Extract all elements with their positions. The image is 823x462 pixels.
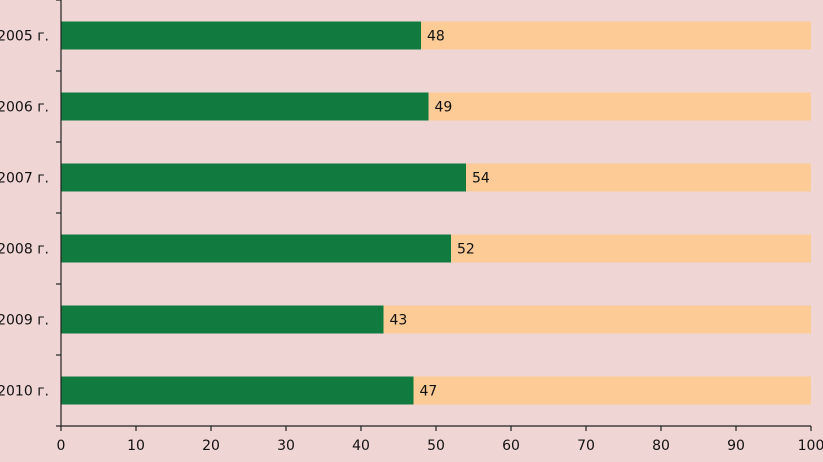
x-tick-label-2: 20 [202,438,220,454]
bar-series-2-6 [413,376,811,405]
x-tick-label-3: 30 [277,438,295,454]
x-tick-label-4: 40 [352,438,370,454]
bar-series-2-3 [466,163,811,192]
bar-series-2-1 [421,21,811,50]
bar-series-1-2 [61,92,429,121]
bars-layer [61,21,811,405]
labels-layer: 48 2005 г. 49 2006 г. 54 2007 г. 52 2008 г. 43 20… [0,29,823,455]
bar-series-1-3 [61,163,466,192]
x-tick-label-1: 10 [127,438,145,454]
bar-series-1-6 [61,376,414,405]
data-label-6: 47 [420,384,438,400]
x-tick-label-0: 0 [57,438,66,454]
bar-series-2-4 [451,234,811,263]
bar-series-1-5 [61,305,384,334]
bar-series-2-5 [383,305,811,334]
category-label-3: 2007 г. [0,171,49,187]
category-label-5: 2009 г. [0,313,49,329]
x-tick-label-7: 70 [577,438,595,454]
category-label-6: 2010 г. [0,384,49,400]
data-label-5: 43 [390,313,408,329]
data-label-2: 49 [435,100,453,116]
bar-series-1-1 [61,21,421,50]
x-tick-label-9: 90 [727,438,745,454]
bar-series-1-4 [61,234,451,263]
category-label-4: 2008 г. [0,242,49,258]
category-label-1: 2005 г. [0,29,49,45]
x-tick-label-10: 100 [798,438,823,454]
x-tick-label-5: 50 [427,438,445,454]
x-tick-label-8: 80 [652,438,670,454]
data-label-3: 54 [472,171,490,187]
axes-layer [56,0,812,431]
data-label-4: 52 [457,242,475,258]
bar-series-2-2 [428,92,811,121]
data-label-1: 48 [427,29,445,45]
x-tick-label-6: 60 [502,438,520,454]
category-label-2: 2006 г. [0,100,49,116]
